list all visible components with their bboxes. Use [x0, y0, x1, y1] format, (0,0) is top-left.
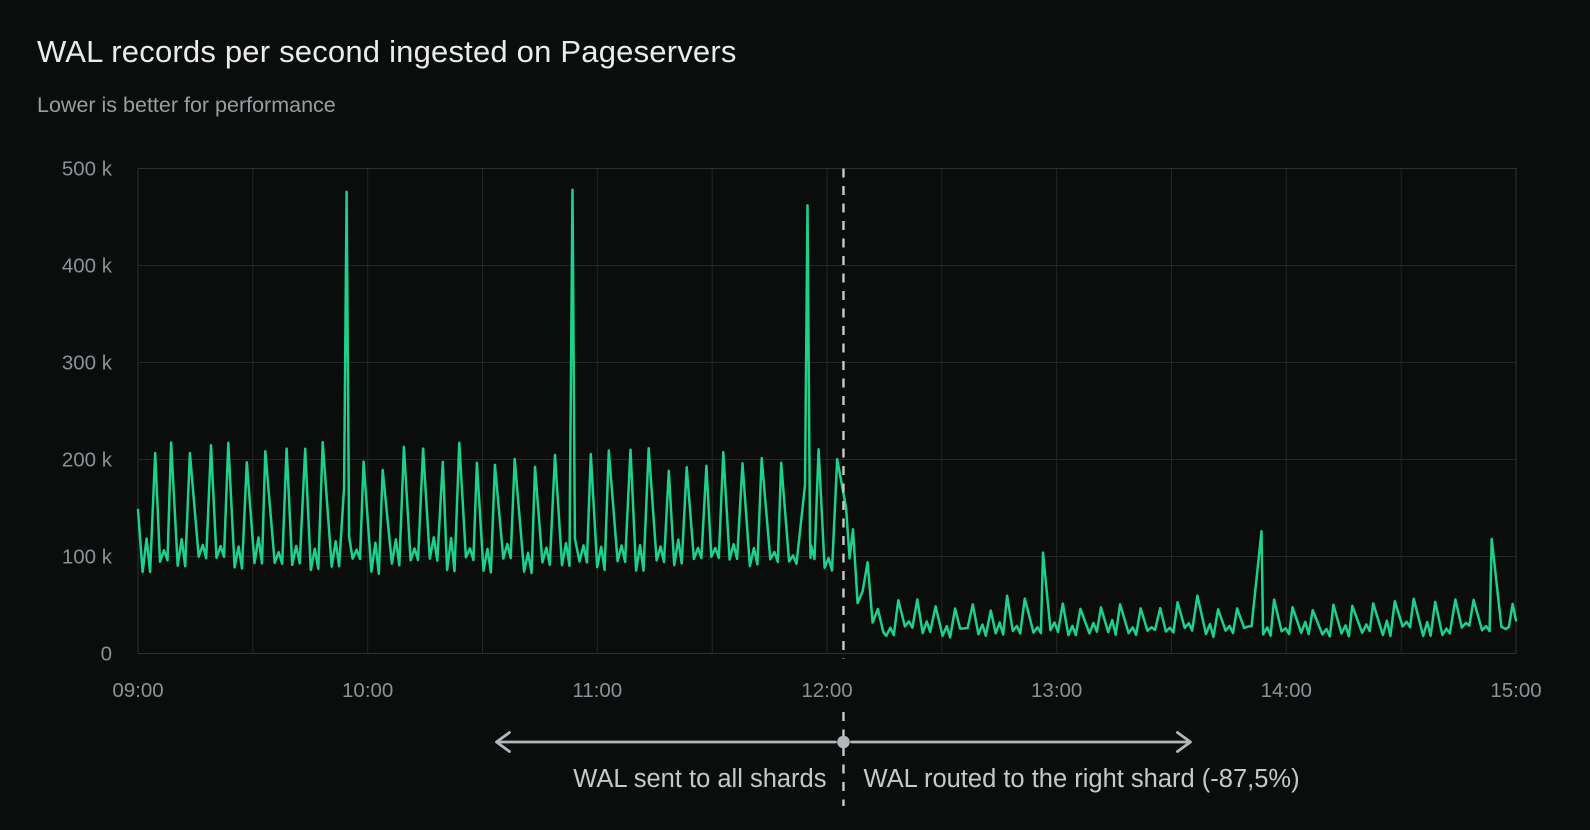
page-title: WAL records per second ingested on Pages… — [37, 34, 737, 69]
x-axis-tick-label: 09:00 — [112, 679, 163, 702]
phase-right-label: WAL routed to the right shard (-87,5%) — [864, 765, 1300, 793]
divider-dot-icon — [837, 735, 850, 749]
y-axis-tick-label: 400 k — [62, 255, 113, 278]
phase-annotation-labels: WAL sent to all shards WAL routed to the … — [573, 765, 1299, 793]
y-axis-tick-label: 100 k — [62, 546, 113, 569]
y-axis-tick-label: 0 — [101, 643, 112, 666]
y-axis-tick-label: 500 k — [62, 158, 113, 181]
axis-labels: 500 k 400 k 300 k 200 k 100 k 009:00 10:00 11:0… — [62, 158, 1542, 703]
x-axis-tick-label: 13:00 — [1031, 679, 1082, 702]
x-axis-tick-label: 15:00 — [1490, 679, 1541, 702]
x-axis-tick-label: 12:00 — [801, 679, 852, 702]
x-axis-tick-label: 14:00 — [1261, 679, 1312, 702]
right-arrowhead-icon — [1176, 731, 1192, 753]
phase-left-label: WAL sent to all shards — [573, 765, 826, 793]
plot-border — [137, 168, 1517, 654]
y-axis-tick-label: 300 k — [62, 352, 113, 375]
page-subtitle: Lower is better for performance — [37, 93, 336, 117]
x-axis-tick-label: 10:00 — [342, 679, 393, 702]
left-arrowhead-icon — [495, 731, 511, 753]
wal-series-line — [136, 188, 1518, 639]
y-axis-tick-label: 200 k — [62, 449, 113, 472]
x-axis-tick-label: 11:00 — [572, 679, 622, 702]
grid — [138, 168, 1516, 654]
phase-annotation-arrows — [495, 731, 1192, 753]
